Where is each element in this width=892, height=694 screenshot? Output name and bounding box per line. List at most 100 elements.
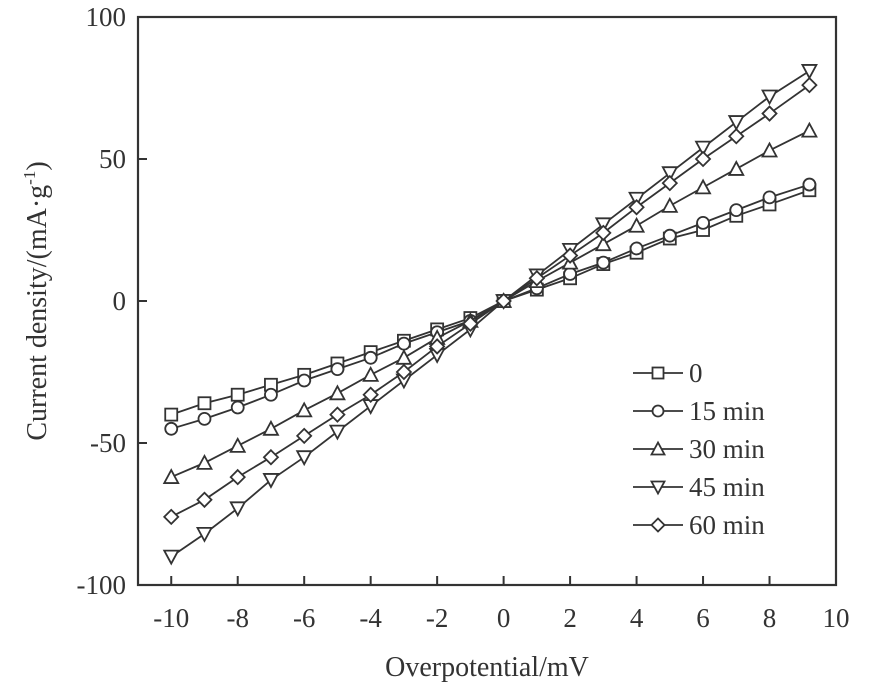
- diamond-marker: [395, 363, 413, 381]
- diamond-marker: [650, 517, 666, 533]
- triangle-up-marker: [362, 365, 380, 382]
- circle-marker: [662, 228, 677, 243]
- x-tick-label: -2: [426, 603, 449, 633]
- circle-marker: [197, 411, 212, 426]
- x-tick-label: 10: [823, 603, 850, 633]
- legend-entry: 60 min: [633, 510, 765, 540]
- diamond-marker: [628, 199, 645, 216]
- legend-label: 45 min: [689, 472, 765, 502]
- triangle-down-marker: [195, 526, 213, 543]
- triangle-up-marker: [229, 436, 247, 453]
- x-tick-label: 6: [696, 603, 710, 633]
- circle-marker: [729, 203, 744, 218]
- legend: 0 15 min 30 min 45 min 60 min: [633, 358, 765, 540]
- triangle-up-marker: [694, 178, 712, 195]
- series-2: [162, 121, 818, 484]
- y-axis-title: Current density/(mA·g-1): [20, 161, 53, 440]
- triangle-down-marker: [727, 115, 745, 131]
- y-tick-label: -50: [90, 428, 126, 458]
- triangle-up-marker: [628, 216, 646, 233]
- legend-label: 0: [689, 358, 703, 388]
- legend-label: 60 min: [689, 510, 765, 540]
- diamond-marker: [595, 224, 612, 242]
- axis-ticks: -10 -8 -6 -4 -2 0 2 4 6 8 10 -100 -50 0 50 100: [77, 2, 850, 633]
- triangle-up-marker: [661, 196, 679, 213]
- triangle-up-marker: [262, 419, 280, 436]
- triangle-down-marker: [649, 480, 667, 496]
- diamond-marker: [329, 406, 346, 423]
- circle-marker: [363, 350, 378, 365]
- x-tick-label: -10: [153, 603, 189, 633]
- diamond-marker: [694, 150, 712, 168]
- y-axis-title-tail: ): [22, 161, 53, 170]
- diamond-marker: [295, 427, 313, 445]
- y-tick-label: -100: [77, 570, 127, 600]
- triangle-up-marker: [761, 141, 779, 158]
- legend-entry: 45 min: [633, 472, 765, 502]
- x-tick-label: 4: [630, 603, 644, 633]
- series-4: [162, 76, 818, 526]
- x-tick-label: -4: [359, 603, 382, 633]
- triangle-up-marker: [295, 401, 313, 418]
- diamond-marker: [561, 247, 579, 264]
- x-tick-label: 2: [563, 603, 577, 633]
- x-axis-title: Overpotential/mV: [385, 652, 589, 683]
- diamond-marker: [495, 292, 512, 310]
- y-tick-label: 0: [113, 286, 127, 316]
- x-tick-label: -6: [293, 603, 316, 633]
- diamond-marker: [462, 315, 479, 332]
- triangle-down-marker: [761, 89, 779, 106]
- y-tick-label: 50: [99, 144, 126, 174]
- diamond-marker: [229, 468, 246, 486]
- diamond-marker: [262, 448, 280, 466]
- square-marker: [651, 366, 665, 380]
- diamond-marker: [162, 508, 180, 526]
- x-tick-label: -8: [226, 603, 249, 633]
- square-marker: [197, 396, 212, 411]
- diamond-marker: [362, 386, 379, 403]
- y-axis-title-main: Current density/(mA·g: [22, 185, 53, 441]
- circle-marker: [563, 267, 577, 281]
- triangle-down-marker: [694, 140, 712, 157]
- circle-marker: [596, 255, 611, 270]
- diamond-marker: [661, 174, 679, 192]
- circle-marker: [330, 362, 345, 377]
- series-3: [162, 64, 818, 566]
- diamond-marker: [801, 76, 818, 94]
- diamond-marker: [196, 491, 213, 509]
- diamond-marker: [761, 105, 778, 122]
- triangle-up-marker: [395, 348, 413, 365]
- legend-entry: 0: [633, 358, 703, 388]
- triangle-up-marker: [195, 453, 213, 470]
- y-tick-label: 100: [86, 2, 127, 32]
- series-0: [164, 183, 817, 422]
- circle-marker: [397, 336, 411, 351]
- circle-marker: [651, 404, 665, 418]
- square-marker: [230, 387, 245, 402]
- triangle-up-marker: [162, 468, 180, 484]
- legend-entry: 30 min: [633, 434, 765, 464]
- triangle-down-marker: [800, 64, 818, 80]
- circle-marker: [230, 400, 245, 415]
- series-line: [170, 84, 810, 518]
- triangle-down-marker: [295, 450, 313, 467]
- triangle-up-marker: [800, 121, 818, 138]
- circle-marker: [762, 190, 777, 205]
- triangle-up-marker: [727, 160, 745, 176]
- x-tick-label: 0: [497, 603, 511, 633]
- circle-marker: [696, 215, 710, 230]
- triangle-down-marker: [229, 501, 247, 518]
- circle-marker: [629, 241, 644, 256]
- circle-marker: [264, 387, 278, 402]
- series-layer: [162, 64, 818, 566]
- triangle-down-marker: [661, 166, 679, 183]
- triangle-down-marker: [162, 549, 180, 566]
- triangle-up-marker: [328, 384, 346, 401]
- legend-label: 30 min: [689, 434, 765, 464]
- x-tick-label: 8: [763, 603, 777, 633]
- triangle-up-marker: [594, 235, 612, 252]
- square-marker: [164, 407, 179, 422]
- triangle-down-marker: [328, 424, 346, 441]
- triangle-down-marker: [262, 473, 280, 489]
